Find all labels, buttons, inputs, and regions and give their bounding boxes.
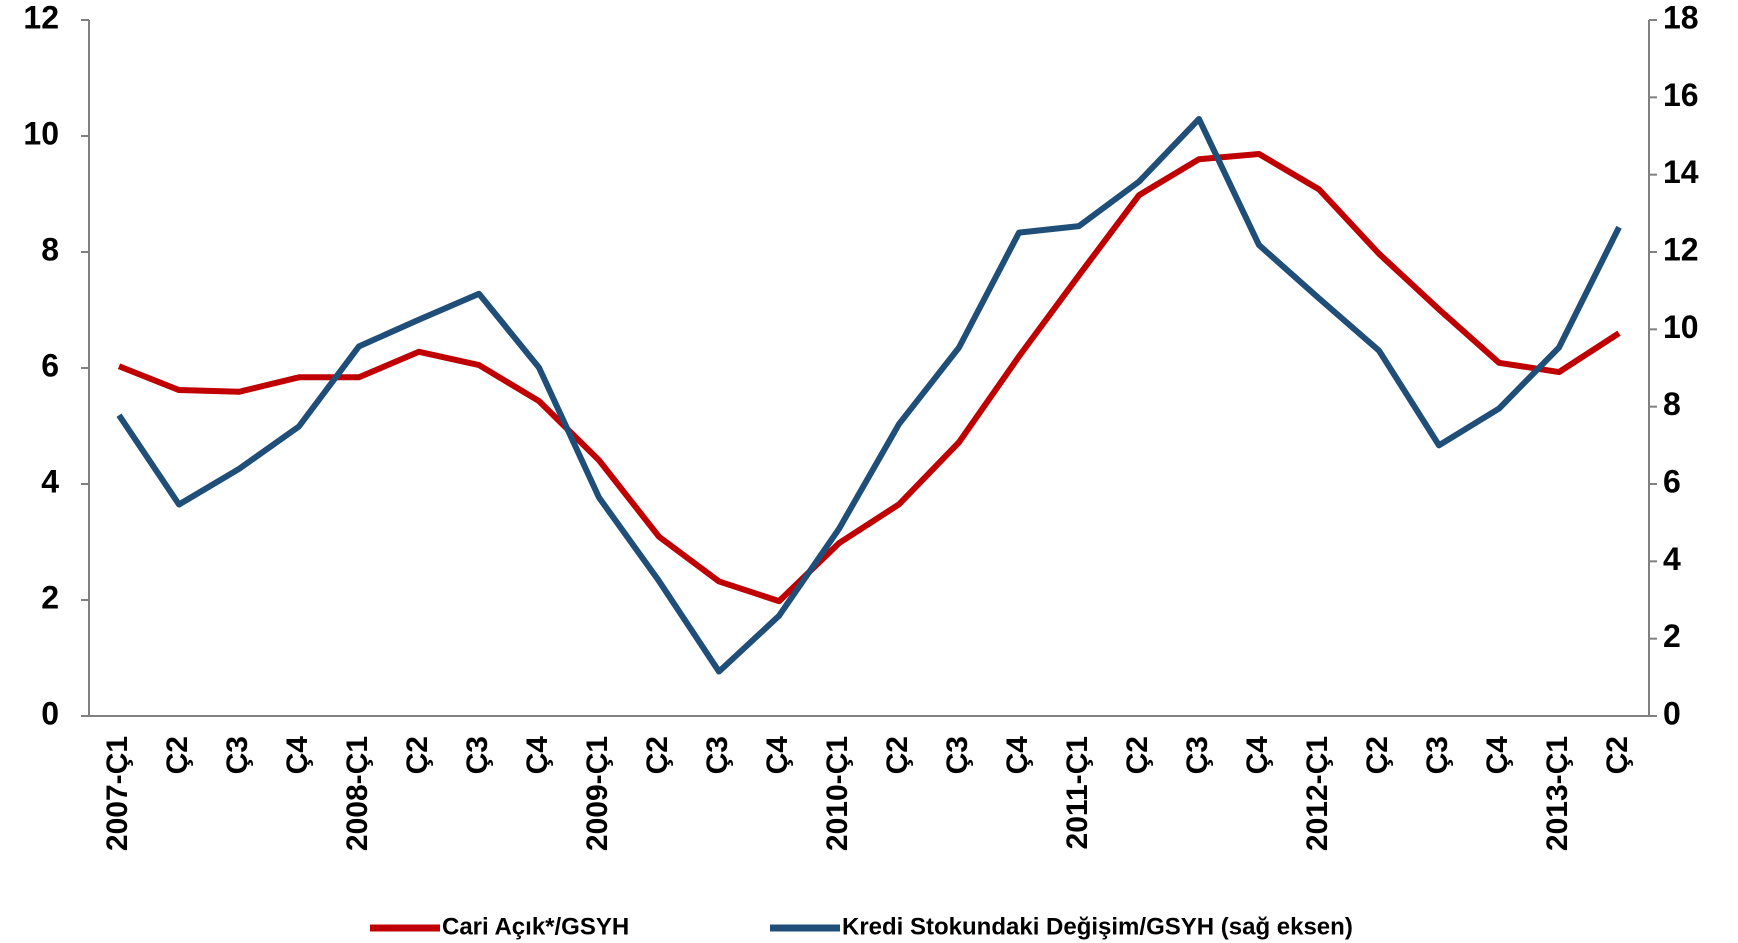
y2-tick-label: 0 — [1663, 695, 1681, 731]
y2-tick-label: 12 — [1663, 231, 1699, 267]
x-tick-label: Ç4 — [761, 736, 794, 775]
x-tick-label: Ç2 — [1361, 736, 1394, 774]
x-tick-label: Ç2 — [881, 736, 914, 774]
y2-tick-label: 10 — [1663, 309, 1699, 345]
x-tick-label: Ç2 — [1121, 736, 1154, 774]
y-tick-label: 0 — [41, 695, 59, 731]
y2-tick-label: 18 — [1663, 0, 1699, 35]
x-tick-label: Ç4 — [1001, 736, 1034, 775]
x-tick-label: 2013-Ç1 — [1541, 736, 1574, 851]
x-tick-label: 2010-Ç1 — [821, 736, 854, 851]
y2-tick-label: 8 — [1663, 386, 1681, 422]
y2-tick-label: 6 — [1663, 463, 1681, 499]
x-tick-label: Ç3 — [701, 736, 734, 774]
x-tick-label: Ç3 — [461, 736, 494, 774]
x-tick-label: Ç2 — [161, 736, 194, 774]
x-tick-label: 2011-Ç1 — [1061, 736, 1094, 849]
y-tick-label: 4 — [41, 463, 59, 499]
x-tick-label: 2007-Ç1 — [101, 736, 134, 851]
x-tick-label: 2012-Ç1 — [1301, 736, 1334, 851]
x-tick-label: Ç2 — [1601, 736, 1634, 774]
x-tick-label: 2009-Ç1 — [581, 736, 614, 851]
series-line — [117, 150, 1621, 605]
y-tick-label: 2 — [41, 579, 59, 615]
series-line — [116, 115, 1622, 675]
legend-label: Kredi Stokundaki Değişim/GSYH (sağ eksen… — [842, 913, 1353, 940]
y-tick-label: 8 — [41, 231, 59, 267]
x-tick-label: Ç2 — [641, 736, 674, 774]
x-tick-label: Ç4 — [1241, 736, 1274, 775]
legend-label: Cari Açık*/GSYH — [442, 913, 629, 940]
x-tick-label: 2008-Ç1 — [341, 736, 374, 851]
y2-tick-label: 2 — [1663, 618, 1681, 654]
x-tick-label: Ç4 — [281, 736, 314, 775]
x-tick-label: Ç4 — [521, 736, 554, 775]
y-tick-label: 12 — [23, 0, 59, 35]
y2-tick-label: 14 — [1663, 154, 1699, 190]
y-tick-label: 10 — [23, 115, 59, 151]
x-tick-label: Ç3 — [1421, 736, 1454, 774]
x-tick-label: Ç4 — [1481, 736, 1514, 775]
y2-tick-label: 4 — [1663, 541, 1681, 577]
x-tick-label: Ç3 — [1181, 736, 1214, 774]
y-tick-label: 6 — [41, 347, 59, 383]
x-tick-label: Ç3 — [941, 736, 974, 774]
y2-tick-label: 16 — [1663, 77, 1699, 113]
x-tick-label: Ç2 — [401, 736, 434, 774]
x-tick-label: Ç3 — [221, 736, 254, 774]
